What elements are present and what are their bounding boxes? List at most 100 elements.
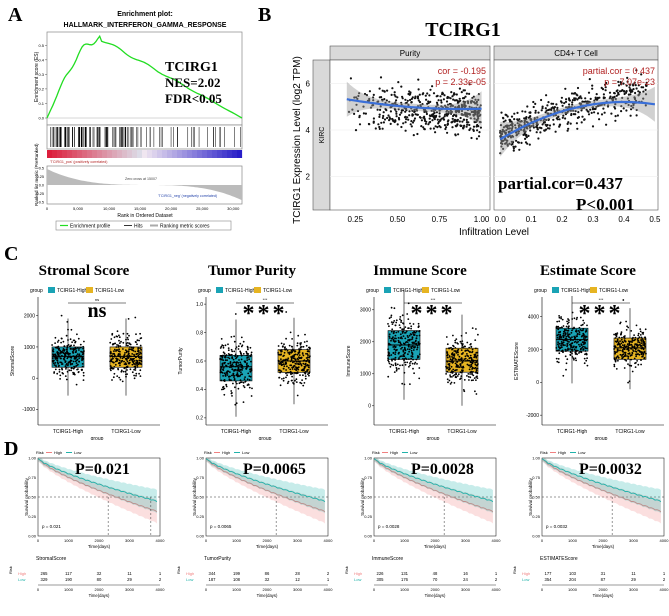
svg-text:4: 4 bbox=[306, 126, 311, 135]
pos-label: 'TCIRG1_pos' (positively correlated) bbox=[50, 160, 108, 164]
svg-text:2: 2 bbox=[663, 577, 666, 582]
svg-text:0.5: 0.5 bbox=[38, 43, 44, 48]
svg-text:TCIRG1-High: TCIRG1-High bbox=[389, 429, 420, 435]
svg-text:6: 6 bbox=[306, 79, 311, 88]
svg-text:group: group bbox=[534, 288, 547, 294]
ci-band-cd4 bbox=[500, 86, 655, 157]
svg-text:TCIRG1-Low: TCIRG1-Low bbox=[111, 429, 141, 435]
svg-text:0.75: 0.75 bbox=[28, 475, 37, 480]
gsea-legend bbox=[55, 220, 232, 231]
panel-label-a: A bbox=[8, 4, 23, 26]
svg-text:p = 0.0032: p = 0.0032 bbox=[546, 524, 568, 529]
gsea-gene: TCIRG1 bbox=[165, 60, 218, 75]
svg-text:2000: 2000 bbox=[599, 587, 609, 592]
svg-text:-0.5: -0.5 bbox=[37, 201, 44, 205]
svg-text:1000: 1000 bbox=[568, 587, 578, 592]
svg-text:TCIRG1-High: TCIRG1-High bbox=[57, 288, 88, 294]
svg-text:86: 86 bbox=[265, 571, 270, 576]
svg-text:29: 29 bbox=[127, 577, 132, 582]
big-p: P<0.001 bbox=[576, 195, 634, 214]
cor-cd4: partial.cor = 0.437 bbox=[583, 66, 655, 76]
svg-text:***: *** bbox=[263, 297, 268, 302]
svg-text:1000: 1000 bbox=[64, 538, 74, 543]
svg-text:187: 187 bbox=[209, 577, 217, 582]
svg-text:0.2: 0.2 bbox=[196, 416, 203, 422]
svg-text:0.5: 0.5 bbox=[39, 167, 44, 171]
svg-text:5,000: 5,000 bbox=[73, 206, 84, 211]
hits-ticks bbox=[50, 127, 241, 147]
svg-text:0: 0 bbox=[541, 587, 544, 592]
svg-text:Risk: Risk bbox=[8, 566, 13, 574]
svg-text:3000: 3000 bbox=[125, 587, 135, 592]
svg-text:344: 344 bbox=[209, 571, 217, 576]
svg-text:Low: Low bbox=[354, 577, 361, 582]
svg-text:StromalScore: StromalScore bbox=[36, 556, 67, 562]
svg-text:30,000: 30,000 bbox=[227, 206, 240, 211]
svg-text:Risk: Risk bbox=[540, 450, 548, 455]
svg-text:Survival probability: Survival probability bbox=[360, 477, 365, 516]
svg-text:1000: 1000 bbox=[232, 587, 242, 592]
svg-text:4000: 4000 bbox=[324, 587, 334, 592]
svg-text:117: 117 bbox=[65, 571, 72, 576]
svg-text:TumorPurity: TumorPurity bbox=[178, 347, 184, 375]
svg-text:Risk: Risk bbox=[36, 450, 44, 455]
svg-text:31: 31 bbox=[601, 571, 606, 576]
boxplot-row: Stromal Score group TCIRG1-High TCIRG1-Low 2… bbox=[0, 255, 669, 442]
svg-text:11: 11 bbox=[631, 571, 636, 576]
svg-text:1: 1 bbox=[663, 571, 666, 576]
svg-text:Time(days): Time(days) bbox=[424, 544, 447, 549]
scatter-points-purity bbox=[347, 76, 482, 140]
svg-text:2000: 2000 bbox=[528, 347, 539, 353]
svg-text:0.50: 0.50 bbox=[532, 495, 541, 500]
svg-text:32: 32 bbox=[265, 577, 270, 582]
svg-text:0.6: 0.6 bbox=[196, 359, 203, 365]
svg-text:0.25: 0.25 bbox=[37, 175, 44, 179]
svg-text:4000: 4000 bbox=[492, 587, 502, 592]
svg-text:0.50: 0.50 bbox=[364, 495, 373, 500]
svg-text:1.00: 1.00 bbox=[474, 215, 490, 224]
svg-text:Low: Low bbox=[74, 450, 81, 455]
svg-text:2000: 2000 bbox=[263, 587, 273, 592]
svg-text:Low: Low bbox=[578, 450, 585, 455]
svg-text:Stromal Score: Stromal Score bbox=[39, 263, 130, 279]
svg-text:48: 48 bbox=[433, 571, 438, 576]
enrichment-curve bbox=[46, 34, 243, 119]
svg-text:131: 131 bbox=[401, 571, 409, 576]
legend-enrichment: Enrichment profile bbox=[70, 224, 111, 230]
svg-text:group: group bbox=[259, 436, 272, 440]
svg-text:0.00: 0.00 bbox=[364, 534, 373, 539]
svg-text:High: High bbox=[222, 450, 230, 455]
svg-text:High: High bbox=[186, 571, 194, 576]
svg-text:2000: 2000 bbox=[360, 340, 371, 346]
svg-text:0.4: 0.4 bbox=[38, 57, 44, 62]
svg-text:TCIRG1-High: TCIRG1-High bbox=[225, 288, 256, 294]
svg-text:ns: ns bbox=[95, 297, 99, 302]
svg-text:0: 0 bbox=[46, 206, 49, 211]
svg-text:0.25: 0.25 bbox=[196, 514, 205, 519]
svg-text:StromalScore: StromalScore bbox=[10, 346, 16, 377]
svg-text:TumorPurity: TumorPurity bbox=[204, 556, 232, 562]
ranking-color-bar bbox=[47, 150, 243, 158]
svg-text:***: *** bbox=[243, 301, 288, 327]
svg-text:0.3: 0.3 bbox=[587, 215, 599, 224]
neg-label: 'TCIRG1_neg' (negatively correlated) bbox=[158, 194, 217, 198]
fit-line-purity bbox=[346, 98, 482, 111]
svg-text:0.5: 0.5 bbox=[649, 215, 661, 224]
svg-text:0.75: 0.75 bbox=[532, 475, 541, 480]
svg-text:0.50: 0.50 bbox=[28, 495, 37, 500]
svg-text:0.4: 0.4 bbox=[196, 387, 203, 393]
svg-text:15,000: 15,000 bbox=[134, 206, 147, 211]
svg-text:TCIRG1-Low: TCIRG1-Low bbox=[95, 288, 125, 294]
legend-ranking: Ranking metric scores bbox=[160, 224, 210, 230]
svg-text:0.1: 0.1 bbox=[38, 101, 44, 106]
svg-text:0: 0 bbox=[373, 587, 376, 592]
svg-text:0.25: 0.25 bbox=[347, 215, 363, 224]
svg-text:0.75: 0.75 bbox=[432, 215, 448, 224]
svg-text:0.2: 0.2 bbox=[557, 215, 569, 224]
gsea-subtitle: HALLMARK_INTERFERON_GAMMA_RESPONSE bbox=[64, 22, 227, 29]
svg-text:0: 0 bbox=[37, 538, 40, 543]
timer-xlabel: Infiltration Level bbox=[459, 227, 529, 238]
svg-text:2000: 2000 bbox=[599, 538, 609, 543]
fit-line-cd4 bbox=[499, 100, 656, 141]
